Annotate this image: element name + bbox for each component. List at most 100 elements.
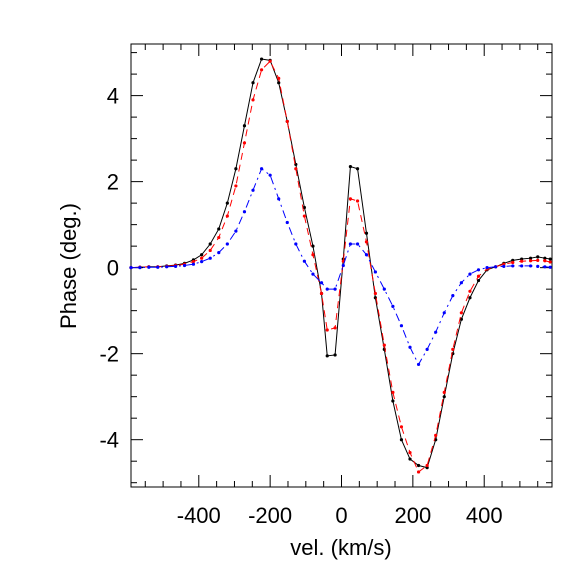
x-tick-label: 0 xyxy=(335,503,347,528)
tick-labels: -400 -200 0 200 400 -4 -2 0 2 4 xyxy=(99,84,502,528)
x-tick-label: -200 xyxy=(248,503,292,528)
series-point xyxy=(129,266,133,270)
series-point xyxy=(543,259,547,263)
series-point xyxy=(311,253,315,257)
series-point xyxy=(325,328,329,332)
series-point xyxy=(468,289,472,293)
series-point xyxy=(391,399,395,403)
series-point xyxy=(425,463,429,468)
series-point xyxy=(399,438,404,442)
series-point xyxy=(520,259,524,263)
series-group xyxy=(129,59,552,474)
y-tick-label: 4 xyxy=(107,84,119,109)
y-tick-label: 0 xyxy=(107,256,119,281)
series-point xyxy=(156,265,160,269)
series-point xyxy=(294,242,298,246)
series-point xyxy=(355,167,360,171)
series-point xyxy=(251,98,255,102)
series-point xyxy=(476,278,481,283)
series-point xyxy=(182,263,187,268)
series-point xyxy=(217,251,221,255)
series-point xyxy=(208,242,212,246)
series-point xyxy=(325,354,329,358)
series-point xyxy=(476,274,481,278)
series-point xyxy=(259,68,264,72)
series-layer xyxy=(129,57,552,474)
series-point xyxy=(302,259,306,263)
series-point xyxy=(191,260,196,264)
y-axis-label: Phase (deg.) xyxy=(56,203,81,329)
series-point xyxy=(147,265,151,269)
series-point xyxy=(319,291,324,296)
x-tick-label: 400 xyxy=(466,503,503,528)
series-point xyxy=(348,242,353,246)
series-point xyxy=(208,248,212,253)
series-point xyxy=(217,235,221,240)
series-point xyxy=(468,272,472,276)
series-point xyxy=(311,272,315,276)
x-axis-label: vel. (km/s) xyxy=(290,535,391,560)
axis-ticks xyxy=(131,44,552,487)
series-point xyxy=(242,141,247,145)
series-point xyxy=(416,470,421,474)
series-point xyxy=(399,425,404,429)
series-point xyxy=(302,214,306,218)
series-group xyxy=(129,167,552,367)
series-point xyxy=(285,119,289,124)
series-point xyxy=(341,263,345,268)
series-point xyxy=(442,395,446,399)
series-point xyxy=(502,264,506,268)
series-point xyxy=(434,433,438,437)
series-point xyxy=(459,281,463,285)
series-point xyxy=(355,199,360,203)
series-point xyxy=(536,255,540,259)
series-point xyxy=(485,266,489,270)
series-point xyxy=(208,256,212,260)
y-tick-label: 2 xyxy=(107,170,119,195)
series-point xyxy=(459,317,463,321)
series-point xyxy=(319,281,324,285)
series-point xyxy=(302,205,306,210)
series-point xyxy=(434,330,438,334)
series-point xyxy=(425,347,429,351)
series-point xyxy=(408,450,412,455)
series-point xyxy=(234,229,238,233)
series-point xyxy=(277,197,281,201)
series-point xyxy=(528,259,533,263)
series-point xyxy=(200,253,204,257)
series-point xyxy=(268,59,272,63)
series-point xyxy=(325,287,329,291)
series-point xyxy=(200,260,204,264)
series-point xyxy=(364,253,369,257)
series-point xyxy=(408,457,412,461)
series-point xyxy=(548,265,552,269)
series-point xyxy=(138,266,142,270)
series-point xyxy=(543,256,547,260)
x-tick-label: 200 xyxy=(394,503,431,528)
series-point xyxy=(364,240,369,244)
series-point xyxy=(285,220,289,225)
series-point xyxy=(364,231,369,235)
series-point xyxy=(468,296,472,300)
series-point xyxy=(217,227,221,231)
series-point xyxy=(355,242,360,246)
series-point xyxy=(391,304,395,308)
series-point xyxy=(548,257,552,261)
series-point xyxy=(382,343,386,347)
series-point xyxy=(536,264,540,268)
series-point xyxy=(277,81,281,85)
series-point xyxy=(165,265,169,269)
series-point xyxy=(242,124,247,128)
series-point xyxy=(259,57,264,61)
series-point xyxy=(408,345,412,349)
series-point xyxy=(333,326,337,330)
series-point xyxy=(548,260,552,264)
series-point xyxy=(511,260,515,265)
series-point xyxy=(200,256,204,260)
series-point xyxy=(311,244,315,248)
series-point xyxy=(191,262,196,266)
series-point xyxy=(391,390,395,394)
series-point xyxy=(442,390,446,394)
series-point xyxy=(242,210,247,214)
